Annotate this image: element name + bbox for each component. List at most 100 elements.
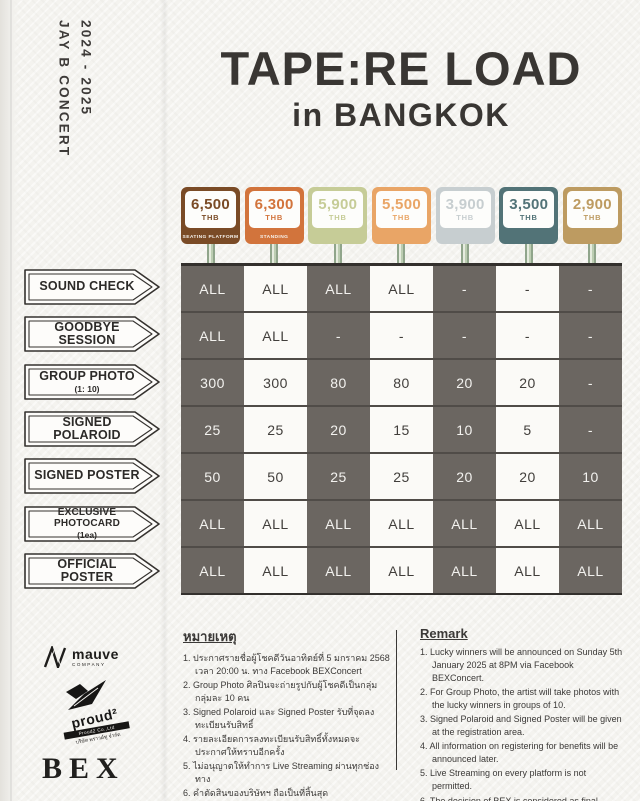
bex-logo: BEX (42, 752, 125, 785)
table-cell: ALL (433, 548, 496, 593)
table-cell: ALL (370, 501, 433, 546)
table-cell: ALL (244, 266, 307, 311)
table-cell: - (307, 313, 370, 358)
price-value: 5,900 (318, 196, 358, 213)
table-cell: ALL (307, 266, 370, 311)
note-item: 2. Group Photo ศิลปินจะถ่ายรูปกับผู้โชคด… (183, 680, 378, 704)
notes-english-heading: Remark (420, 626, 468, 641)
benefit-label-group-photo: GROUP PHOTO (1: 10) (23, 363, 162, 401)
price-sign-face: 3,900 THB (439, 191, 491, 228)
price-sign-face: 5,900 THB (312, 191, 364, 228)
currency-label: THB (392, 213, 411, 222)
price-sign-face: 2,900 THB (566, 191, 618, 228)
currency-label: THB (456, 213, 475, 222)
table-cell: ALL (181, 266, 244, 311)
price-sign-6300: 6,300 THB STANDING (244, 187, 304, 264)
price-sign-3500: 3,500 THB (499, 187, 559, 264)
table-row-goodbye-session: ALL ALL - - - - - (181, 313, 622, 360)
note-item: 1. Lucky winners will be announced on Su… (420, 647, 623, 684)
table-cell: ALL (244, 313, 307, 358)
sign-pole (397, 244, 406, 264)
notes-english-list: 1. Lucky winners will be announced on Su… (420, 646, 628, 801)
table-cell: - (433, 266, 496, 311)
table-cell: 20 (307, 407, 370, 452)
sign-pole (270, 244, 279, 264)
table-cell: 300 (181, 360, 244, 405)
arrow-sign-icon (24, 364, 160, 400)
table-cell: ALL (496, 548, 559, 593)
table-cell: ALL (433, 501, 496, 546)
spine-title: 2024 - 2025 JAY B CONCERT (52, 20, 97, 260)
table-cell: 80 (370, 360, 433, 405)
table-cell: 15 (370, 407, 433, 452)
table-cell: ALL (307, 501, 370, 546)
note-item: 5. Live Streaming on every platform is n… (420, 768, 587, 792)
sign-pole (333, 244, 342, 264)
table-cell: 5 (496, 407, 559, 452)
note-item: 3. Signed Polaroid and Signed Poster wil… (420, 714, 622, 738)
price-sign-face: 3,500 THB (503, 191, 555, 228)
table-cell: 80 (307, 360, 370, 405)
table-cell: 25 (370, 454, 433, 499)
table-row-signed-polaroid: 25 25 20 15 10 5 - (181, 407, 622, 454)
table-row-exclusive-photocard: ALL ALL ALL ALL ALL ALL ALL (181, 501, 622, 548)
benefit-label-text: SOUND CHECK (39, 279, 135, 294)
price-sign-3900: 3,900 THB (435, 187, 495, 264)
price-value: 3,900 (445, 196, 485, 213)
benefit-label-text: SIGNED POSTER (34, 468, 140, 483)
price-value: 6,300 (254, 196, 294, 213)
arrow-sign-icon (24, 269, 160, 305)
arrow-sign-icon (24, 553, 160, 589)
note-item: 2. For Group Photo, the artist will take… (420, 687, 620, 711)
benefit-label-official-poster: OFFICIAL POSTER (23, 552, 162, 590)
price-tier-row: 6,500 THB SEATING PLATFORM 6,300 THB STA… (181, 187, 622, 264)
table-cell: ALL (244, 501, 307, 546)
price-sign-face: 6,300 THB (248, 191, 300, 228)
benefit-label-text: SIGNED POLAROID (53, 414, 121, 442)
table-cell: ALL (181, 501, 244, 546)
note-item: 1. ประกาศรายชื่อผู้โชคดีวันอาทิตย์ที่ 5 … (183, 653, 390, 677)
table-cell: - (496, 313, 559, 358)
currency-label: THB (519, 213, 538, 222)
note-item: 5. ไม่อนุญาตให้ทำการ Live Streaming ผ่าน… (183, 761, 380, 785)
price-sign-5900: 5,900 THB (308, 187, 368, 264)
note-item: 3. Signed Polaroid และ Signed Poster รับ… (183, 707, 375, 731)
arrow-sign-icon (24, 316, 160, 352)
price-sign-face: 6,500 THB (185, 191, 236, 228)
benefit-label-signed-poster: SIGNED POSTER (23, 457, 162, 495)
table-cell: 25 (181, 407, 244, 452)
table-cell: ALL (559, 548, 622, 593)
table-cell: - (496, 266, 559, 311)
price-sign-6500: 6,500 THB SEATING PLATFORM (181, 187, 240, 264)
table-row-sound-check: ALL ALL ALL ALL - - - (181, 266, 622, 313)
table-cell: 20 (496, 360, 559, 405)
benefit-label-goodbye-session: GOODBYE SESSION (23, 315, 162, 353)
table-cell: 25 (244, 407, 307, 452)
table-cell: ALL (181, 548, 244, 593)
table-cell: - (559, 407, 622, 452)
benefit-label-sound-check: SOUND CHECK (23, 268, 162, 306)
sign-pole (206, 244, 215, 264)
benefit-label-signed-polaroid: SIGNED POLAROID (23, 410, 162, 448)
page-title: TAPE:RE LOAD in BANGKOK (178, 44, 624, 134)
mauve-company-text: COMPANY (72, 662, 106, 667)
table-cell: 25 (307, 454, 370, 499)
table-cell: ALL (181, 313, 244, 358)
notes-divider (396, 630, 397, 770)
benefit-label-text: GOODBYE SESSION (54, 319, 120, 347)
note-item: 6. The decision of BEX is considered as … (420, 795, 601, 801)
benefits-table: ALL ALL ALL ALL - - - ALL ALL - - - - - … (181, 263, 622, 595)
y-agency-logo (64, 680, 108, 715)
table-cell: ALL (559, 501, 622, 546)
table-cell: 300 (244, 360, 307, 405)
notes-english: Remark 1. Lucky winners will be announce… (420, 626, 628, 801)
benefit-label-sub: (1: 10) (74, 384, 100, 395)
table-cell: - (370, 313, 433, 358)
table-cell: 20 (433, 360, 496, 405)
benefit-label-sub: (1ea) (77, 530, 97, 540)
sign-pole (461, 244, 470, 264)
arrow-sign-icon (24, 458, 160, 494)
currency-label: THB (583, 213, 602, 222)
y-logo-icon (66, 680, 106, 710)
